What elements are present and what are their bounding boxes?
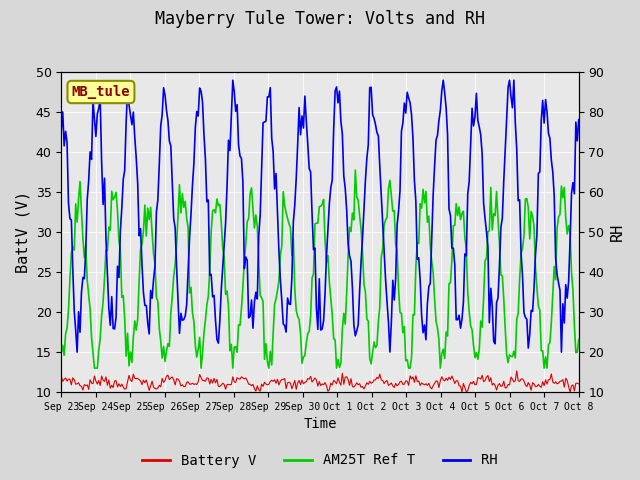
Y-axis label: BattV (V): BattV (V)	[15, 191, 30, 273]
Y-axis label: RH: RH	[610, 223, 625, 241]
Legend: Battery V, AM25T Ref T, RH: Battery V, AM25T Ref T, RH	[136, 448, 504, 473]
Text: Mayberry Tule Tower: Volts and RH: Mayberry Tule Tower: Volts and RH	[155, 10, 485, 28]
X-axis label: Time: Time	[303, 418, 337, 432]
Text: MB_tule: MB_tule	[72, 85, 131, 99]
